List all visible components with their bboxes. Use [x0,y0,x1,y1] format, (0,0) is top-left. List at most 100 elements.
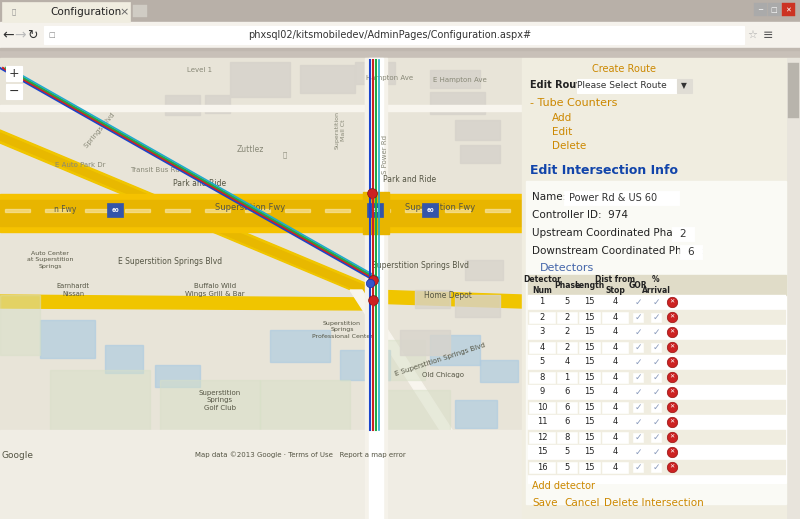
Bar [528,445,786,460]
Text: Superstition
Springs
Golf Club: Superstition Springs Golf Club [199,389,241,411]
Bar [300,65,355,93]
Text: ←: ← [2,28,14,42]
Bar [160,380,260,435]
Text: 15: 15 [584,432,594,442]
Text: Cancel: Cancel [564,498,599,508]
Text: ✕: ✕ [670,375,674,379]
Text: Configuration: Configuration [50,7,122,17]
Bar [455,120,500,140]
Text: Save: Save [532,498,558,508]
Bar [633,313,643,322]
Bar [579,447,600,458]
Bar [325,209,350,212]
Bar [529,357,555,368]
Text: ≡: ≡ [762,29,774,42]
Text: Power Rd & US 60: Power Rd & US 60 [569,193,657,203]
Text: Please Select Route: Please Select Route [577,81,667,90]
Text: Phase: Phase [554,280,580,290]
Bar [415,290,450,308]
Text: ⬜: ⬜ [12,9,16,15]
Text: - Tube Counters: - Tube Counters [530,98,618,108]
Text: Controller ID:  974: Controller ID: 974 [532,210,628,220]
Bar [602,327,628,338]
Bar [651,373,661,382]
Text: 5: 5 [564,462,570,471]
Text: ✓: ✓ [634,447,642,457]
Bar [365,209,390,212]
Bar [602,297,628,308]
Bar [133,5,147,17]
Bar [579,297,600,308]
Bar [155,365,200,387]
Text: 15: 15 [584,417,594,427]
Bar [602,402,628,413]
Bar [754,3,767,16]
Bar [651,313,661,322]
Bar [529,312,555,323]
Bar [107,203,123,217]
Text: ✕: ✕ [670,299,674,305]
Text: 15: 15 [584,312,594,321]
Text: ✓: ✓ [652,432,660,442]
Bar [557,312,577,323]
Bar [602,417,628,428]
Bar [422,203,438,217]
Bar [602,432,628,443]
Text: phxsql02/kitsmobiledev/AdminPages/Configuration.aspx#: phxsql02/kitsmobiledev/AdminPages/Config… [249,30,531,40]
Bar [577,79,692,93]
Bar [165,95,200,115]
Text: ✕: ✕ [785,7,791,13]
Text: 4: 4 [612,343,618,351]
Text: ✕: ✕ [670,345,674,349]
Bar [579,402,600,413]
Text: 6: 6 [688,247,694,257]
Bar [529,417,555,428]
Text: →: → [14,28,26,42]
Bar [672,227,694,241]
Polygon shape [0,133,368,295]
Text: 4: 4 [612,462,618,471]
Bar [579,417,600,428]
Text: 🏨: 🏨 [283,152,287,158]
Text: 8: 8 [539,373,545,381]
Bar [44,26,744,44]
Bar [633,358,643,367]
Bar [445,209,470,212]
Bar [782,3,795,16]
Bar [125,209,150,212]
Bar [579,342,600,353]
Text: ✕: ✕ [670,434,674,440]
Text: ✓: ✓ [634,297,642,307]
Bar [528,415,786,430]
Text: E Superstition Springs Blvd: E Superstition Springs Blvd [394,343,486,377]
Bar [45,209,70,212]
Text: Delete: Delete [552,141,586,151]
Text: E Hampton Ave: E Hampton Ave [433,77,487,83]
Bar [0,22,800,48]
Text: ▼: ▼ [681,81,687,90]
Bar [0,0,800,22]
Text: 5: 5 [564,297,570,307]
Text: Springs Blvd: Springs Blvd [84,112,116,148]
Text: 60: 60 [426,208,434,212]
Bar [230,62,290,97]
Text: ✕: ✕ [670,449,674,455]
Bar [340,350,390,380]
Bar [455,400,497,428]
Bar [430,70,480,88]
Bar [529,342,555,353]
Text: 6: 6 [564,417,570,427]
Text: ✕: ✕ [670,419,674,425]
Text: 15: 15 [584,447,594,457]
Text: 15: 15 [584,297,594,307]
Text: Park and Ride: Park and Ride [174,179,226,187]
Text: Downstream Coordinated Phase:: Downstream Coordinated Phase: [532,246,703,256]
Bar [579,462,600,473]
Bar [0,58,522,519]
Text: ✓: ✓ [634,403,642,412]
Text: Length: Length [574,280,604,290]
Bar [633,463,643,472]
Text: 4: 4 [539,343,545,351]
Text: ×: × [119,7,129,17]
Text: Delete Intersection: Delete Intersection [604,498,704,508]
